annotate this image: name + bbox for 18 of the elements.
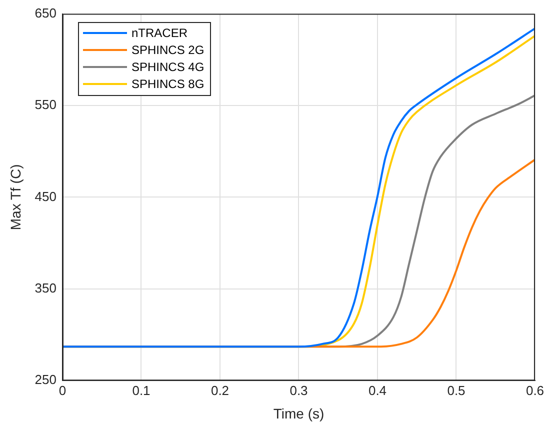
legend-label: SPHINCS 2G [131, 43, 204, 58]
y-tick-label: 450 [34, 188, 56, 204]
legend-label: SPHINCS 8G [131, 77, 204, 92]
x-tick-label: 0.2 [210, 382, 230, 398]
x-tick-label: 0.4 [368, 382, 387, 398]
y-tick-label: 550 [34, 97, 56, 112]
x-tick-label: 0.3 [290, 382, 308, 398]
legend-label: SPHINCS 4G [131, 60, 204, 74]
y-tick-label: 250 [34, 372, 56, 388]
x-tick-label: 0.5 [447, 382, 466, 398]
y-tick-label: 650 [34, 5, 56, 20]
y-axis-title: Max Tf (C) [7, 164, 24, 230]
x-axis-title: Time (s) [273, 405, 324, 422]
y-tick-label: 350 [34, 280, 56, 296]
x-tick-label: 0 [58, 382, 66, 398]
x-tick-label: 0.1 [132, 382, 150, 398]
legend-label: nTRACER [131, 26, 188, 40]
x-tick-label: 0.6 [526, 382, 544, 398]
